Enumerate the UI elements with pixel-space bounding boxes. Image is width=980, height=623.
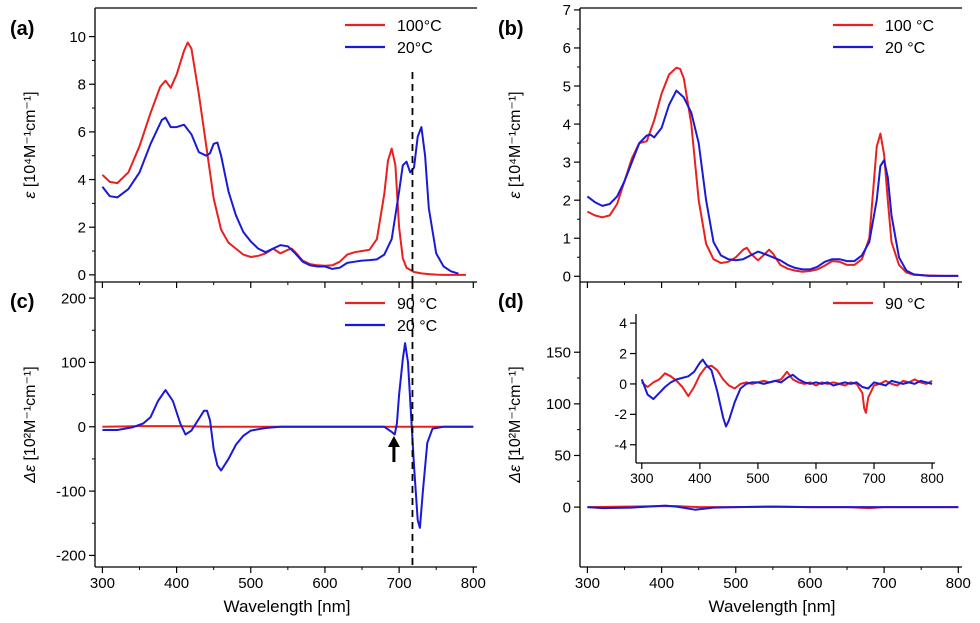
y-tick-label: 0 xyxy=(619,376,627,392)
y-tick-label: 8 xyxy=(78,76,86,93)
y-tick-label: 4 xyxy=(563,116,571,133)
arrow-head xyxy=(387,436,400,447)
y-axis-unit: [10²M⁻¹cm⁻¹] xyxy=(507,366,524,465)
panel-b: 0 1 2 3 4 5 6 7 100 °C 20 °C ε [10⁴M⁻¹cm⁻¹] (b) xyxy=(498,2,962,288)
x-axis-label-left: Wavelength [nm] xyxy=(224,597,351,616)
x-tick-label: 800 xyxy=(920,470,944,486)
y-axis-symbol: ε xyxy=(507,191,524,199)
y-axis-label: Δε [10²M⁻¹cm⁻¹] xyxy=(507,366,524,483)
legend-label: 90 °C xyxy=(397,296,437,313)
y-tick-label: 6 xyxy=(78,124,86,141)
x-tick-label: 500 xyxy=(746,470,770,486)
y-axis-label: Δε [10²M⁻¹cm⁻¹] xyxy=(22,366,39,483)
series-line-cold xyxy=(640,358,933,428)
series-line-hot xyxy=(586,66,959,277)
panel-c: -200 -100 0 100 200 300 400 500 600 700 800 90 °C 20… xyxy=(10,282,486,592)
legend-label: 100 °C xyxy=(885,18,934,35)
y-tick-label: 0 xyxy=(563,499,571,516)
y-tick-label: -200 xyxy=(56,548,86,565)
y-tick-label: 7 xyxy=(563,2,571,19)
inset-background xyxy=(636,314,935,463)
legend-label: 20 °C xyxy=(885,40,925,57)
x-axis-label-right: Wavelength [nm] xyxy=(709,597,836,616)
y-tick-label: 2 xyxy=(619,345,627,361)
x-tick-label: 300 xyxy=(90,575,115,592)
legend-label: 100°C xyxy=(397,18,442,35)
y-tick-label: -100 xyxy=(56,483,86,500)
panel-label: (c) xyxy=(10,291,34,313)
x-tick-label: 600 xyxy=(804,470,828,486)
x-tick-label: 400 xyxy=(164,575,189,592)
y-tick-label: 2 xyxy=(563,192,571,209)
series-line-hot xyxy=(101,41,466,276)
panel-label: (b) xyxy=(498,18,524,40)
y-tick-label: 10 xyxy=(69,29,86,46)
x-tick-label: 300 xyxy=(575,575,600,592)
x-tick-label: 700 xyxy=(387,575,412,592)
x-tick-label: 800 xyxy=(946,575,971,592)
panel-a: 0 2 4 6 8 10 100°C 20°C ε [10⁴M⁻¹cm⁻¹] (a) xyxy=(10,7,477,288)
x-tick-label: 600 xyxy=(797,575,822,592)
series-line-cold xyxy=(586,89,959,277)
y-axis-unit: [10⁴M⁻¹cm⁻¹] xyxy=(507,91,524,191)
x-tick-label: 700 xyxy=(872,575,897,592)
y-axis-symbol: Δε xyxy=(507,464,524,484)
x-tick-label: 500 xyxy=(238,575,263,592)
x-tick-label: 400 xyxy=(688,470,712,486)
y-tick-label: 6 xyxy=(563,40,571,57)
y-tick-label: 100 xyxy=(61,355,86,372)
series-line-cold xyxy=(587,504,959,511)
y-axis-unit: [10²M⁻¹cm⁻¹] xyxy=(22,366,39,465)
legend-label: 20°C xyxy=(397,40,433,57)
y-tick-label: -2 xyxy=(615,406,628,422)
y-tick-label: 200 xyxy=(61,290,86,307)
y-axis-label: ε [10⁴M⁻¹cm⁻¹] xyxy=(507,91,524,198)
series-line-cold xyxy=(101,116,459,275)
x-tick-label: 700 xyxy=(862,470,886,486)
y-tick-label: 4 xyxy=(619,315,627,331)
y-tick-label: 1 xyxy=(563,230,571,247)
y-tick-label: 3 xyxy=(563,154,571,171)
y-axis-symbol: Δε xyxy=(22,464,39,484)
legend-label: 20 °C xyxy=(397,318,437,335)
x-tick-label: 300 xyxy=(630,470,654,486)
legend-label: 90 °C xyxy=(885,296,925,313)
y-tick-label: 0 xyxy=(78,267,86,284)
x-tick-label: 500 xyxy=(723,575,748,592)
y-tick-label: 50 xyxy=(554,448,571,465)
y-tick-label: 5 xyxy=(563,78,571,95)
panel-label: (a) xyxy=(10,18,34,40)
y-tick-label: 100 xyxy=(546,396,571,413)
y-tick-label: 0 xyxy=(78,419,86,436)
x-tick-label: 800 xyxy=(461,575,486,592)
inset-chart: -4 -2 0 2 4 300 400 500 600 700 800 xyxy=(615,314,944,486)
x-tick-label: 400 xyxy=(649,575,674,592)
y-axis-symbol: ε xyxy=(22,191,39,199)
y-axis-unit: [10⁴M⁻¹cm⁻¹] xyxy=(22,91,39,191)
x-tick-label: 600 xyxy=(312,575,337,592)
y-tick-label: -4 xyxy=(615,437,628,453)
y-tick-label: 2 xyxy=(78,219,86,236)
panel-label: (d) xyxy=(498,291,524,313)
x-axis-labels: Wavelength [nm] Wavelength [nm] xyxy=(224,597,836,616)
y-axis-label: ε [10⁴M⁻¹cm⁻¹] xyxy=(22,91,39,198)
y-tick-label: 4 xyxy=(78,172,86,189)
series-line-hot xyxy=(641,364,933,414)
y-tick-label: 0 xyxy=(563,269,571,286)
y-tick-label: 150 xyxy=(546,344,571,361)
series-line-cold xyxy=(102,342,474,529)
